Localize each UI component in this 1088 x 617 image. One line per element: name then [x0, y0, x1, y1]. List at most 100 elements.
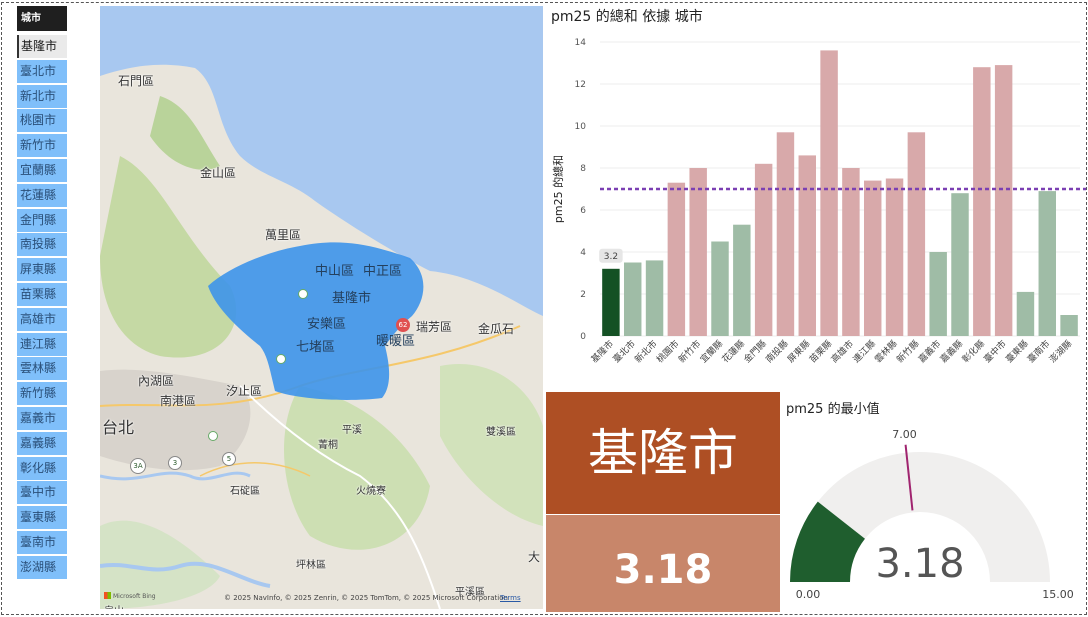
x-tick-label: 宜蘭縣 [698, 338, 726, 366]
bar[interactable] [929, 252, 947, 336]
slicer-item[interactable]: 宜蘭縣 [17, 158, 67, 182]
bar[interactable] [1016, 291, 1035, 336]
map-canvas [100, 64, 543, 609]
route-badge-icon: 3 [168, 456, 182, 470]
slicer-item[interactable]: 新竹縣 [17, 382, 67, 406]
y-tick-label: 2 [580, 290, 586, 300]
x-tick-label: 金門縣 [741, 338, 769, 366]
map-label-nuannuan: 暖暖區 [376, 334, 416, 349]
x-tick-label: 屏東縣 [785, 338, 813, 366]
y-tick-label: 4 [580, 248, 586, 258]
slicer-item[interactable]: 花蓮縣 [17, 183, 67, 207]
bar[interactable] [624, 262, 642, 337]
y-tick-label: 12 [575, 80, 586, 90]
slicer-item[interactable]: 嘉義縣 [17, 431, 67, 455]
map-label-ruifang: 瑞芳區 [416, 320, 453, 334]
flower-icon [208, 431, 218, 441]
x-tick-label: 臺中市 [981, 338, 1009, 366]
x-tick-label: 苗栗縣 [807, 338, 834, 365]
slicer-item[interactable]: 彰化縣 [17, 456, 67, 480]
urban-area [100, 369, 251, 471]
y-axis-label: pm25 的總和 [551, 155, 565, 223]
map-label-qidu: 七堵區 [296, 340, 336, 355]
x-tick-label: 連江縣 [850, 338, 878, 366]
city-card: 基隆市 [546, 392, 780, 514]
slicer-item[interactable]: 澎湖縣 [17, 555, 67, 579]
bar[interactable] [645, 260, 664, 336]
gauge-chart[interactable]: 7.00 3.18 0.00 15.00 [786, 420, 1086, 610]
data-label: 3.2 [604, 252, 618, 262]
bar[interactable] [820, 50, 838, 337]
slicer-item[interactable]: 南投縣 [17, 233, 67, 257]
bar[interactable] [754, 163, 773, 336]
value-card: 3.18 [546, 515, 780, 612]
bar[interactable] [689, 168, 707, 336]
gauge-fill [790, 501, 865, 582]
x-tick-label: 雲林縣 [872, 338, 900, 366]
y-tick-label: 8 [580, 164, 586, 174]
slicer-item[interactable]: 屏東縣 [17, 258, 67, 282]
map-label-xizhi: 汐止區 [226, 384, 263, 398]
map-label-huoshaoliao: 火燒寮 [356, 486, 386, 497]
map-label-shiding: 石碇區 [230, 486, 260, 497]
bar[interactable] [864, 180, 882, 336]
map-label-zhongzheng: 中正區 [363, 264, 403, 279]
bar[interactable] [1038, 191, 1056, 336]
bar[interactable] [951, 193, 969, 336]
route-badge-icon: 3A [130, 458, 146, 474]
bar[interactable] [973, 67, 991, 336]
road [239, 385, 441, 609]
slicer-item[interactable]: 臺中市 [17, 481, 67, 505]
x-tick-label: 新竹市 [676, 338, 704, 366]
slicer-item[interactable]: 新竹市 [17, 134, 67, 158]
bar-chart-title: pm25 的總和 依據 城市 [551, 9, 703, 25]
x-tick-label: 新北市 [632, 338, 660, 366]
terms-link[interactable]: Terms [500, 594, 521, 602]
slicer-item[interactable]: 臺東縣 [17, 506, 67, 530]
x-tick-label: 臺南市 [1025, 338, 1053, 366]
map-visual[interactable]: 石門區 金山區 萬里區 中山區 中正區 基隆市 安樂區 暖暖區 七堵區 瑞芳區 … [100, 6, 543, 609]
map-label-pingxi: 平溪 [342, 425, 362, 436]
bar[interactable] [798, 155, 816, 336]
river [100, 471, 251, 481]
x-tick-label: 嘉義市 [916, 338, 944, 366]
x-tick-label: 嘉義縣 [938, 338, 966, 366]
map-label-jingtong: 菁桐 [318, 440, 338, 451]
slicer-item[interactable]: 桃園市 [17, 109, 67, 133]
bar[interactable] [1060, 315, 1078, 336]
bing-logo: Microsoft Bing [104, 592, 156, 600]
bar[interactable] [776, 132, 795, 336]
mountain-area [150, 96, 220, 170]
urban-area [100, 520, 220, 609]
slicer-item[interactable]: 雲林縣 [17, 357, 67, 381]
city-slicer[interactable]: 城市 基隆市 臺北市 新北市 桃園市 新竹市 宜蘭縣 花蓮縣 金門縣 南投縣 屏東縣 苗栗縣 高雄市連… [17, 6, 67, 581]
gauge-target-marker [904, 444, 914, 511]
bar[interactable] [733, 224, 751, 336]
map-label-bottom: 龜山 [104, 602, 124, 609]
slicer-item[interactable]: 苗栗縣 [17, 282, 67, 306]
x-tick-label: 澎湖縣 [1047, 338, 1075, 366]
y-tick-label: 0 [580, 332, 586, 342]
bar-chart[interactable]: 0 2 4 6 8 10 12 14 pm25 的總和基隆市臺北市新北市桃園市新竹市宜蘭縣花蓮縣… [548, 26, 1088, 382]
slicer-item[interactable]: 連江縣 [17, 332, 67, 356]
bar[interactable] [885, 178, 904, 337]
bar[interactable] [907, 132, 926, 336]
map-attribution: © 2025 NavInfo, © 2025 Zenrin, © 2025 To… [224, 594, 508, 602]
bar[interactable] [994, 65, 1013, 336]
bar[interactable] [711, 241, 729, 337]
bar[interactable] [667, 182, 686, 336]
slicer-item[interactable]: 臺南市 [17, 530, 67, 554]
slicer-item[interactable]: 臺北市 [17, 59, 67, 83]
x-tick-label: 臺東縣 [1003, 338, 1031, 366]
slicer-item[interactable]: 基隆市 [17, 35, 67, 58]
gauge-min-label: 0.00 [796, 588, 821, 601]
slicer-item[interactable]: 新北市 [17, 84, 67, 108]
slicer-item[interactable]: 金門縣 [17, 208, 67, 232]
bar[interactable] [842, 168, 860, 336]
bar[interactable] [602, 268, 620, 336]
gauge-value: 3.18 [875, 541, 964, 587]
y-tick-label: 14 [575, 38, 587, 48]
slicer-item[interactable]: 高雄市 [17, 307, 67, 331]
slicer-item[interactable]: 嘉義市 [17, 406, 67, 430]
x-tick-label: 新竹縣 [894, 338, 922, 366]
